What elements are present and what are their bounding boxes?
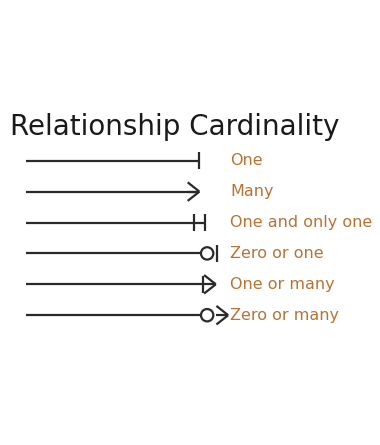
Text: Zero or one: Zero or one bbox=[230, 246, 324, 261]
Text: One or many: One or many bbox=[230, 277, 335, 292]
Text: Many: Many bbox=[230, 184, 274, 199]
Text: Relationship Cardinality: Relationship Cardinality bbox=[10, 113, 339, 141]
Text: One: One bbox=[230, 153, 263, 168]
Text: One and only one: One and only one bbox=[230, 215, 372, 230]
Text: Zero or many: Zero or many bbox=[230, 307, 339, 323]
